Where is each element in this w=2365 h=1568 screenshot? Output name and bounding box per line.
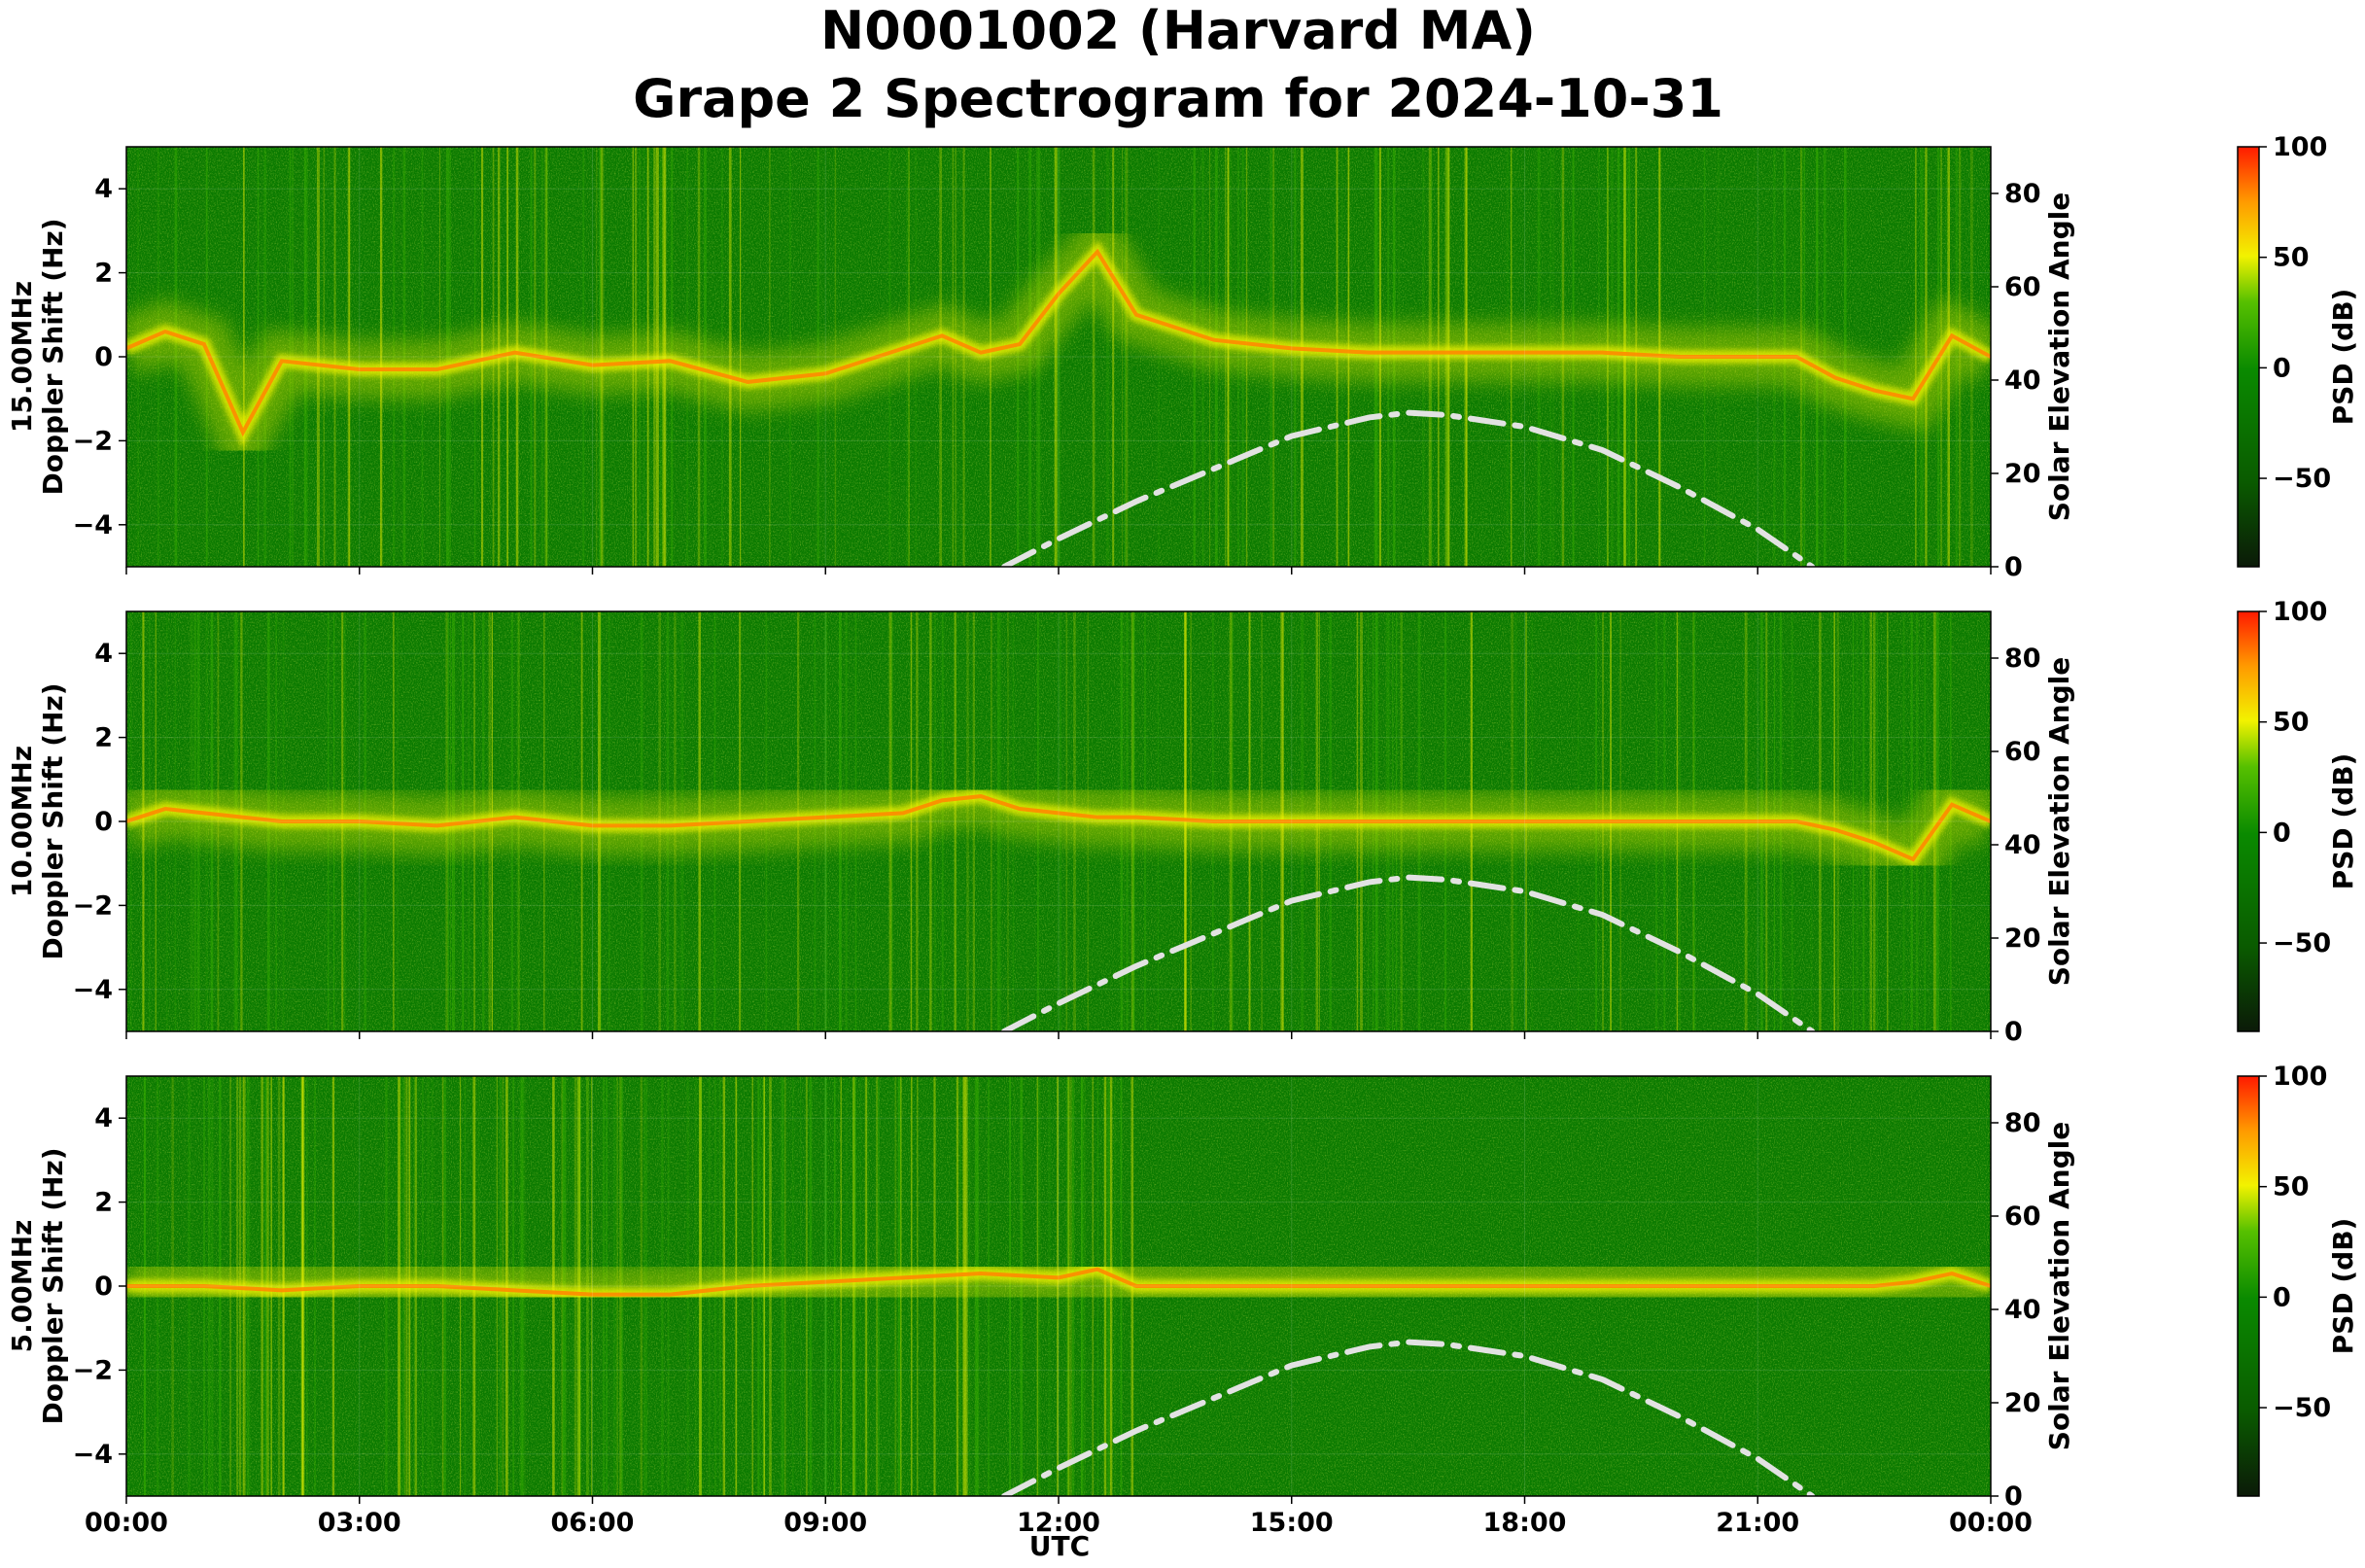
x-tick-label: 03:00	[318, 1508, 401, 1538]
streak-mark	[1902, 611, 1905, 1031]
colorbar-tick-label: 0	[2273, 353, 2291, 383]
colorbar-label: PSD (dB)	[2327, 753, 2359, 890]
colorbar	[2237, 146, 2260, 568]
x-tick-label: 09:00	[783, 1508, 867, 1538]
doppler-trace	[126, 794, 1991, 862]
streak-mark	[1112, 147, 1115, 567]
y2-axis-label: Solar Elevation Angle	[2043, 1122, 2075, 1450]
y-tick-label: 0	[94, 807, 113, 837]
frequency-label: 10.00MHz	[6, 746, 38, 897]
x-axis-label: UTC	[1029, 1530, 1090, 1562]
y-tick-label: −2	[73, 1355, 113, 1385]
x-tick-label: 21:00	[1716, 1508, 1799, 1538]
y2-tick-label: 60	[2004, 1202, 2041, 1232]
y-tick-label: 0	[94, 342, 113, 372]
x-tick-label: 06:00	[551, 1508, 635, 1538]
figure-title-line1: N0001002 (Harvard MA)	[820, 0, 1536, 61]
solar-elevation-curve	[1001, 874, 1816, 1031]
y-tick-label: −4	[73, 510, 113, 540]
x-tick-label: 18:00	[1483, 1508, 1567, 1538]
colorbar-tick-label: −50	[2273, 1393, 2331, 1423]
heatmap-area	[126, 147, 1991, 567]
y2-axis-label: Solar Elevation Angle	[2043, 192, 2075, 521]
y-tick-label: 2	[94, 723, 113, 753]
y2-tick-label: 40	[2004, 366, 2041, 396]
colorbar	[2237, 610, 2260, 1032]
streak-mark	[1121, 147, 1123, 567]
colorbar-tick-label: 100	[2273, 597, 2327, 627]
y2-tick-label: 80	[2004, 644, 2041, 674]
solar-elevation-curve	[1001, 1339, 1816, 1496]
x-tick-label: 12:00	[1017, 1508, 1100, 1538]
streak-mark	[1158, 147, 1160, 567]
y-tick-label: −2	[73, 890, 113, 921]
colorbar-label: PSD (dB)	[2327, 289, 2359, 426]
colorbar-tick-label: 50	[2273, 1172, 2310, 1202]
colorbar-tick-label: −50	[2273, 464, 2331, 494]
y-tick-label: −4	[73, 1440, 113, 1470]
y-tick-label: 4	[94, 639, 113, 669]
frequency-label: 15.00MHz	[6, 281, 38, 433]
streak-mark	[1092, 147, 1096, 567]
colorbar	[2237, 1075, 2260, 1497]
y2-tick-label: 60	[2004, 272, 2041, 302]
y-axis-label: Doppler Shift (Hz)	[37, 682, 69, 959]
x-tick-label: 00:00	[85, 1508, 168, 1538]
y2-tick-label: 0	[2004, 1017, 2023, 1047]
streak-mark	[243, 147, 245, 567]
streak-mark	[1054, 147, 1058, 567]
y-tick-label: 2	[94, 259, 113, 289]
streak-mark	[1125, 147, 1129, 567]
doppler-trace	[126, 248, 1991, 437]
y-tick-label: 2	[94, 1188, 113, 1218]
colorbar-label: PSD (dB)	[2327, 1218, 2359, 1355]
colorbar-tick-label: −50	[2273, 928, 2331, 958]
x-tick-label: 15:00	[1250, 1508, 1334, 1538]
y-tick-label: −4	[73, 975, 113, 1005]
y2-tick-label: 80	[2004, 179, 2041, 209]
y2-tick-label: 0	[2004, 552, 2023, 582]
x-tick-label: 00:00	[1949, 1508, 2033, 1538]
y2-tick-label: 40	[2004, 1295, 2041, 1325]
streak-mark	[1106, 147, 1109, 567]
y2-tick-label: 20	[2004, 923, 2041, 954]
colorbar-tick-label: 100	[2273, 1062, 2327, 1092]
colorbar-tick-label: 0	[2273, 1282, 2291, 1312]
heatmap-area	[126, 1076, 1991, 1496]
streak-mark	[1058, 147, 1061, 567]
colorbar-tick-label: 50	[2273, 708, 2310, 738]
colorbar-tick-label: 50	[2273, 243, 2310, 273]
solar-elevation-curve	[1001, 409, 1816, 567]
y2-tick-label: 0	[2004, 1481, 2023, 1512]
streak-mark	[1124, 147, 1126, 567]
colorbar-tick-label: 100	[2273, 132, 2327, 162]
doppler-trace	[126, 1267, 1991, 1297]
y2-tick-label: 60	[2004, 737, 2041, 767]
colorbar-tick-label: 0	[2273, 818, 2291, 848]
figure-title-line2: Grape 2 Spectrogram for 2024-10-31	[633, 68, 1723, 129]
y-tick-label: −2	[73, 426, 113, 456]
heatmap-area	[126, 611, 1991, 1031]
y-axis-label: Doppler Shift (Hz)	[37, 1147, 69, 1424]
frequency-label: 5.00MHz	[6, 1220, 38, 1353]
y-tick-label: 0	[94, 1272, 113, 1302]
y-axis-label: Doppler Shift (Hz)	[37, 218, 69, 495]
y-tick-label: 4	[94, 1103, 113, 1133]
y2-tick-label: 40	[2004, 830, 2041, 860]
y2-tick-label: 20	[2004, 1388, 2041, 1418]
streak-mark	[1056, 147, 1059, 567]
y2-tick-label: 80	[2004, 1108, 2041, 1138]
y2-tick-label: 20	[2004, 459, 2041, 489]
y-tick-label: 4	[94, 174, 113, 204]
y2-axis-label: Solar Elevation Angle	[2043, 657, 2075, 986]
